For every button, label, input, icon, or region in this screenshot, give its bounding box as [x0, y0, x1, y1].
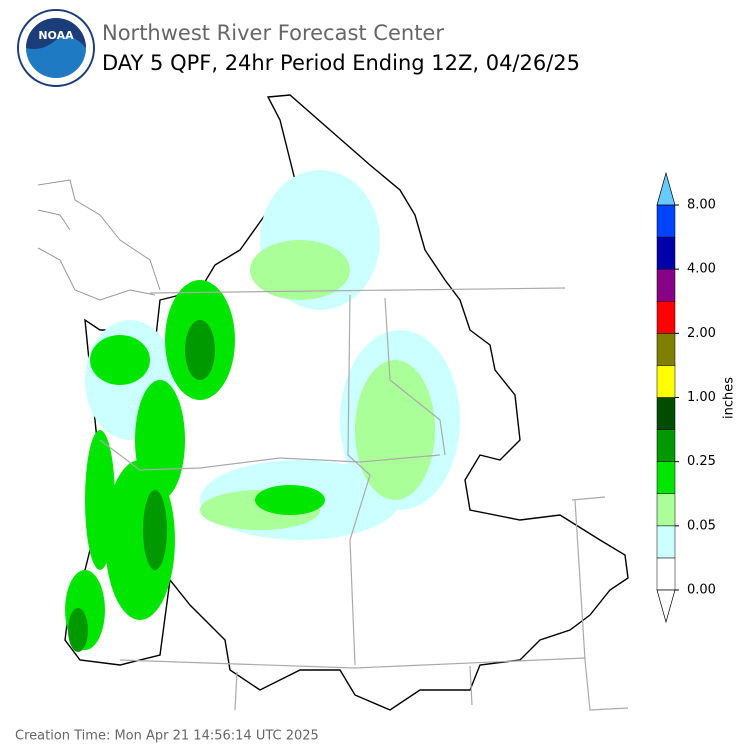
colorbar-segment — [656, 204, 676, 238]
creation-time: Creation Time: Mon Apr 21 14:56:14 UTC 2… — [15, 729, 319, 744]
colorbar-tick-label: 1.00 — [687, 390, 716, 405]
colorbar-segment — [656, 461, 676, 494]
colorbar: 0.00 0.05 0.25 1.00 2.00 4.00 8.00 — [656, 171, 716, 624]
colorbar-segment — [656, 493, 676, 527]
coastline — [37, 179, 161, 301]
colorbar-segment — [656, 301, 676, 334]
organization: Northwest River Forecast Center — [102, 21, 444, 45]
logo-text: NOAA — [38, 29, 74, 42]
colorbar-tick-label: 2.00 — [687, 326, 716, 341]
colorbar-segment — [656, 236, 676, 270]
precip-field — [65, 170, 460, 652]
colorbar-label: inches — [722, 377, 737, 419]
state-borders — [99, 287, 629, 711]
noaa-logo: NOAA — [17, 9, 95, 87]
colorbar-tick-label: 0.00 — [687, 583, 716, 598]
colorbar-tick-label: 0.25 — [687, 454, 716, 469]
colorbar-over-arrow — [656, 171, 676, 206]
colorbar-segment — [656, 397, 676, 430]
colorbar-under-arrow — [656, 589, 676, 624]
colorbar-segment — [656, 365, 676, 398]
colorbar-segment — [656, 333, 676, 366]
colorbar-tick-label: 8.00 — [687, 198, 716, 213]
map-title: DAY 5 QPF, 24hr Period Ending 12Z, 04/26… — [102, 51, 580, 75]
colorbar-tick-label: 4.00 — [687, 262, 716, 277]
colorbar-segment — [656, 429, 676, 462]
colorbar-tick-label: 0.05 — [687, 518, 716, 533]
colorbar-segment — [656, 525, 676, 559]
colorbar-segment — [656, 268, 676, 302]
colorbar-segment — [656, 557, 676, 591]
